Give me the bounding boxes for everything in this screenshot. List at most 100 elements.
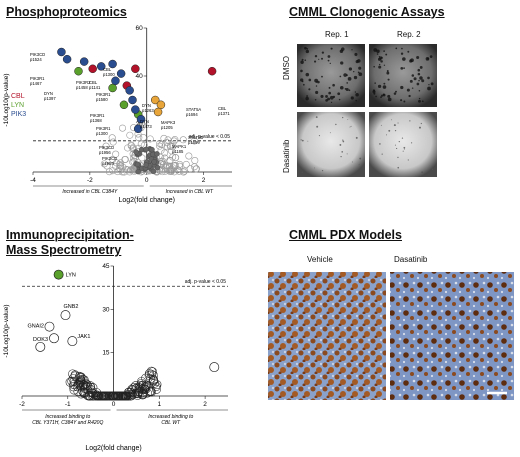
point-labeled-hits [67,336,78,347]
point-lyn [53,269,64,280]
point-other-significant [153,107,163,117]
point-label: p1458 [76,85,88,90]
colony [355,93,359,97]
point-lyn [108,83,117,93]
colony [300,69,303,73]
cmml-col-2: Rep. 2 [397,30,421,39]
pdx-col-vehicle: Vehicle [307,255,333,264]
colony [321,169,324,172]
colony [355,136,358,139]
point-label: PIK3R1 [90,113,105,118]
colony [400,52,404,55]
colony [396,147,398,150]
point-label-gnb2: GNB2 [63,304,78,310]
x-tick-label: -4 [30,177,36,184]
data-point [116,164,124,172]
data-point [172,154,180,162]
colony [327,59,330,62]
colony [374,82,376,84]
colony [315,90,319,95]
colony [345,88,349,92]
data-point [72,382,82,392]
colony [341,151,344,153]
point-pik3 [116,69,126,78]
colony [376,49,380,53]
left-note: Increased binding to [45,414,90,420]
colony [388,129,391,132]
well-dmso-rep2 [369,44,437,107]
colony [337,92,341,96]
data-point [102,142,110,150]
colony [315,116,318,118]
data-point [192,165,200,173]
point-pik3 [128,95,137,105]
data-point [133,149,139,155]
colony [386,70,389,72]
colony [353,70,355,73]
well-dasatinib-rep2 [369,112,437,177]
data-point [150,168,157,175]
data-point [65,377,75,387]
pdx-col-dasatinib: Dasatinib [394,255,428,264]
colony [431,168,434,171]
data-point [156,142,164,150]
colony [398,140,400,143]
colony [325,99,328,102]
colony [339,144,342,146]
data-point [84,391,94,401]
data-point [103,391,113,401]
data-point [168,147,176,155]
colony [315,85,318,87]
data-point [123,391,133,401]
colony [421,79,425,83]
point-label: DYN [44,91,53,96]
colony [381,153,383,155]
colony [402,57,406,61]
pdx-vehicle-image [268,272,386,400]
data-point [164,136,172,144]
colony [395,47,398,50]
colony [306,48,309,50]
data-point [83,381,93,391]
colony [407,159,409,161]
data-point [157,146,165,154]
point-pik3 [111,76,120,86]
data-point [100,160,108,168]
x-tick-label: -1 [65,401,71,408]
colony [305,72,310,77]
colony [406,88,410,92]
data-point [109,391,119,401]
point-pik3 [79,57,89,66]
colony [397,122,399,124]
point-pik3 [96,62,106,71]
phospho-title: Phosphoproteomics [6,5,127,19]
colony [342,116,344,119]
colony [387,78,390,81]
colony [300,139,302,141]
colony [350,96,354,100]
colony [341,47,345,51]
data-point [161,149,169,157]
data-point [146,366,156,376]
data-point [135,168,141,175]
cmml-row-dasatinib: Dasatinib [282,139,291,173]
data-point [78,382,88,392]
colony [358,164,360,166]
point-pik3 [131,105,140,114]
legend-cbl: CBL [11,93,25,100]
point-label: p1524 [30,57,42,62]
point-label: p1467 [30,81,42,86]
colony [373,48,378,52]
data-point [73,380,83,390]
colony [426,57,429,60]
data-point [134,161,141,168]
data-point [171,136,179,144]
ipms-title-line2: Mass Spectrometry [6,243,122,257]
colony [373,92,376,95]
colony [318,58,320,60]
data-point [131,381,141,391]
data-point [139,133,147,141]
colony [418,97,421,100]
colony [342,140,345,143]
point-label: p1263 [142,108,154,113]
